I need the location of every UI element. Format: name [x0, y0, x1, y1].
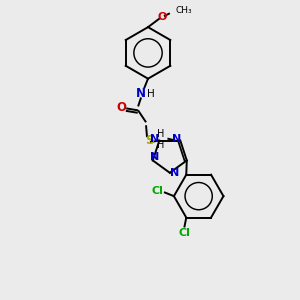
- Text: N: N: [136, 87, 146, 100]
- Text: Cl: Cl: [178, 228, 190, 239]
- Text: H: H: [157, 129, 164, 139]
- Text: N: N: [170, 168, 179, 178]
- Text: N: N: [150, 152, 160, 161]
- Text: H: H: [147, 88, 155, 98]
- Text: CH₃: CH₃: [176, 6, 192, 15]
- Text: H: H: [157, 140, 164, 151]
- Text: N: N: [172, 134, 181, 143]
- Text: O: O: [116, 101, 126, 114]
- Text: O: O: [157, 12, 167, 22]
- Text: N: N: [150, 134, 159, 143]
- Text: Cl: Cl: [151, 186, 163, 196]
- Text: S: S: [146, 134, 154, 147]
